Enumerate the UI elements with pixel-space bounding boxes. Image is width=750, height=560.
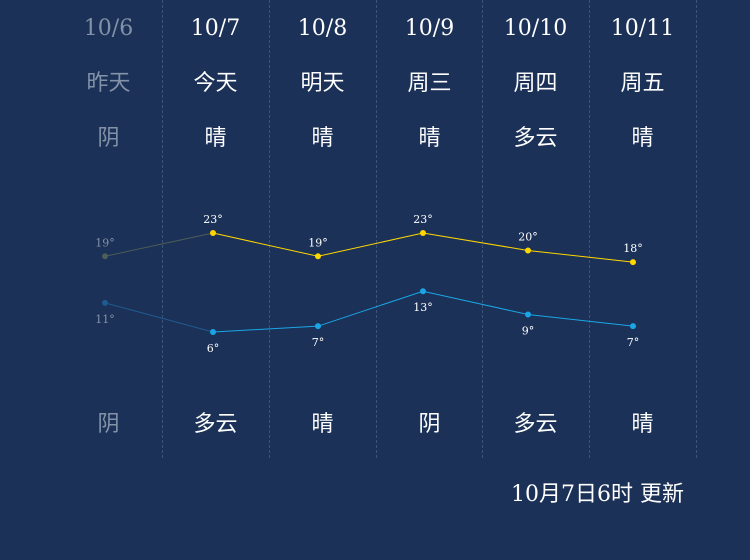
column-divider xyxy=(589,0,590,458)
day-date: 10/11 xyxy=(610,16,675,41)
day-column: 10/10 周四 多云 多云 xyxy=(482,0,589,560)
day-column: 10/7 今天晴多云 xyxy=(162,0,269,560)
day-date: 10/9 xyxy=(404,16,455,41)
update-time: 10月7日6时 更新 xyxy=(511,482,684,507)
day-weather: 晴 xyxy=(311,126,334,151)
day-weather: 阴 xyxy=(97,126,120,151)
high-temp-label: 18° xyxy=(623,242,643,255)
low-temp-point xyxy=(315,323,321,330)
high-temp-label: 23° xyxy=(203,213,223,226)
low-temp-label: 9° xyxy=(522,325,535,338)
high-temp-point xyxy=(420,230,426,236)
night-weather: 阴 xyxy=(97,412,120,437)
day-column: 10/8 明天晴晴 xyxy=(269,0,376,560)
day-name: 今天 xyxy=(193,71,238,96)
day-column: 10/6 昨天阴阴 xyxy=(55,0,162,560)
day-weather: 多云 xyxy=(513,126,558,151)
high-temp-line xyxy=(212,232,634,263)
low-temp-point xyxy=(102,299,108,306)
day-date: 10/8 xyxy=(297,16,348,41)
day-name: 周三 xyxy=(407,71,452,96)
column-divider xyxy=(696,0,697,458)
high-temp-label: 23° xyxy=(413,213,433,226)
column-divider xyxy=(162,0,163,458)
low-temp-point xyxy=(525,311,531,318)
column-divider xyxy=(482,0,483,458)
high-temp-point xyxy=(210,230,216,236)
low-temp-label: 13° xyxy=(413,301,433,314)
night-weather: 晴 xyxy=(311,412,334,437)
high-temp-label: 20° xyxy=(518,230,538,243)
day-date: 10/7 xyxy=(190,16,241,41)
night-weather: 晴 xyxy=(631,412,654,437)
night-weather: 多云 xyxy=(513,412,558,437)
high-temp-point xyxy=(315,253,321,260)
night-weather: 多云 xyxy=(193,412,238,437)
day-column: 10/9 周三晴阴 xyxy=(376,0,483,560)
low-temp-label: 7° xyxy=(627,336,640,349)
day-weather: 晴 xyxy=(204,126,227,151)
low-temp-point xyxy=(420,288,426,295)
day-weather: 晴 xyxy=(418,126,441,151)
low-temp-point xyxy=(630,323,636,330)
day-name: 周四 xyxy=(513,71,558,96)
day-weather: 晴 xyxy=(631,126,654,151)
high-temp-label: 19° xyxy=(308,236,328,249)
day-column: 10/11 周五晴晴 xyxy=(589,0,696,560)
high-temp-line-past xyxy=(104,232,214,257)
column-divider xyxy=(376,0,377,458)
low-temp-label: 6° xyxy=(207,342,220,355)
high-temp-point xyxy=(102,253,108,260)
high-temp-point xyxy=(525,247,531,254)
day-name: 明天 xyxy=(300,71,345,96)
day-date: 10/10 xyxy=(503,16,568,41)
column-divider xyxy=(269,0,270,458)
low-temp-label: 11° xyxy=(95,313,115,326)
day-name: 周五 xyxy=(620,71,665,96)
day-name: 昨天 xyxy=(86,71,131,96)
night-weather: 阴 xyxy=(418,412,441,437)
low-temp-label: 7° xyxy=(312,336,325,349)
day-date: 10/6 xyxy=(83,16,134,41)
low-temp-point xyxy=(210,329,216,335)
low-temp-line-past xyxy=(104,302,214,333)
high-temp-label: 19° xyxy=(95,236,115,249)
high-temp-point xyxy=(630,259,636,266)
